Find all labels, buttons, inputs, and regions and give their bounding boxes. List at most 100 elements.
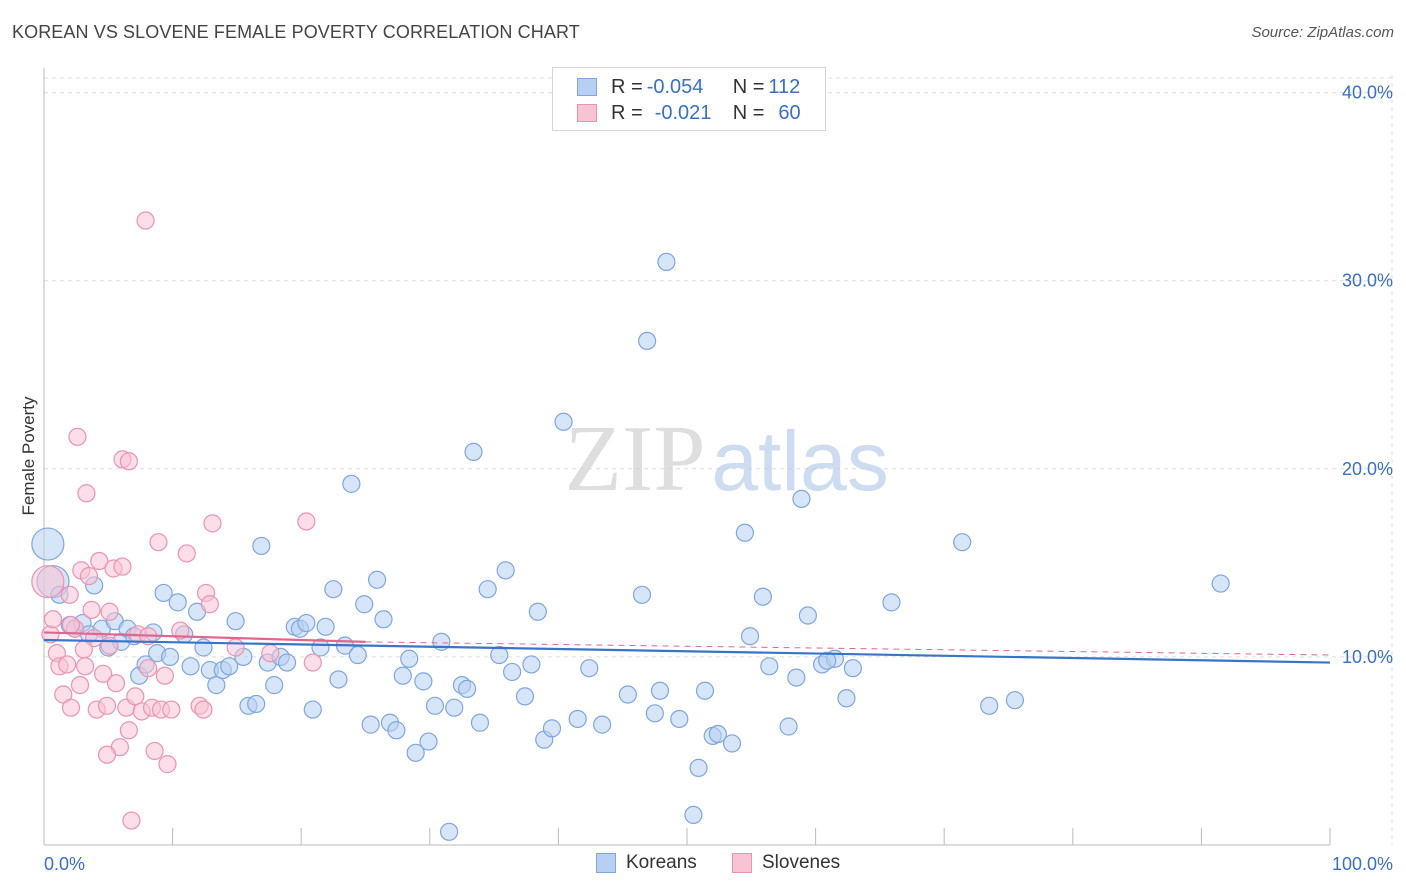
korean-point <box>226 612 245 631</box>
korean-point <box>464 442 483 461</box>
korean-point <box>220 657 239 676</box>
slovene-point <box>171 621 190 640</box>
korean-point <box>490 645 509 665</box>
korean-point <box>1211 574 1230 593</box>
slovene-point <box>200 595 219 614</box>
legend-swatch-koreans <box>577 78 597 96</box>
chart-title: KOREAN VS SLOVENE FEMALE POVERTY CORRELA… <box>12 22 580 42</box>
slovene-point <box>261 644 280 663</box>
korean-point <box>303 700 322 719</box>
slovene-point <box>177 544 196 563</box>
korean-point <box>638 331 657 351</box>
korean-point <box>792 489 811 509</box>
korean-point <box>522 655 541 674</box>
x-tick-label: 0.0% <box>44 854 85 874</box>
trend-lines <box>43 631 1331 664</box>
y-tick-label: 40.0% <box>1342 83 1393 103</box>
korean-point <box>645 704 664 723</box>
legend-row-koreans: R = -0.054 N = 112 <box>577 75 800 99</box>
korean-point <box>689 758 708 777</box>
legend-n-value: 112 <box>768 75 801 98</box>
slovene-point <box>43 610 63 629</box>
legend-r-label: R = <box>611 101 643 124</box>
korean-trend-line <box>43 638 1331 664</box>
korean-point <box>425 696 445 715</box>
y-axis-label: Female Poverty <box>19 396 38 516</box>
legend-r-label: R = <box>611 75 643 98</box>
slovene-point <box>61 698 81 717</box>
korean-point <box>207 676 226 695</box>
legend-n-label: N = <box>732 101 765 124</box>
korean-point <box>154 583 173 603</box>
slovene-point <box>97 696 117 715</box>
slovene-point <box>155 666 174 685</box>
korean-point <box>414 672 433 691</box>
slovene-point <box>100 602 119 621</box>
slovene-point <box>31 565 65 599</box>
korean-point <box>695 681 715 700</box>
slovene-point <box>61 615 81 635</box>
korean-point <box>843 659 862 678</box>
korean-point <box>953 533 972 552</box>
korean-point <box>760 657 779 676</box>
slovene-point <box>119 721 138 740</box>
slovene-point <box>94 664 113 683</box>
korean-point <box>684 805 703 825</box>
slovene-point <box>77 484 96 503</box>
korean-point <box>882 593 901 612</box>
slovene-point <box>139 659 158 678</box>
slovene-point <box>90 551 109 571</box>
korean-point <box>329 670 348 689</box>
korean-point <box>787 668 806 687</box>
slovene-point <box>97 745 117 764</box>
korean-point <box>779 717 798 736</box>
watermark: ZIP atlas <box>565 407 889 511</box>
slovene-point <box>194 700 213 719</box>
slovene-trend-line <box>43 631 366 643</box>
slovene-point <box>82 600 101 619</box>
korean-point <box>387 721 406 740</box>
legend-r-value: -0.021 <box>654 101 712 124</box>
korean-point <box>31 527 65 561</box>
korean-point <box>593 715 612 734</box>
legend-label-slovenes: Slovenes <box>762 852 841 873</box>
korean-point <box>265 676 284 695</box>
korean-point <box>406 743 425 762</box>
slovene-point <box>58 655 77 674</box>
grid-lines <box>44 75 1393 845</box>
korean-point <box>753 587 772 606</box>
korean-point <box>632 585 652 604</box>
slovene-point <box>149 533 168 552</box>
korean-point <box>1005 691 1025 710</box>
legend-swatch-slovenes <box>732 853 752 873</box>
korean-point <box>580 659 599 678</box>
korean-point <box>445 698 464 717</box>
correlation-legend: R = -0.054 N = 112 R = -0.021 N = 60 <box>552 67 826 131</box>
slovene-point <box>203 514 222 533</box>
slovene-point <box>100 636 119 655</box>
slovene-point <box>122 811 141 830</box>
slovene-point <box>303 653 322 672</box>
legend-n-label: N = <box>732 75 765 98</box>
korean-point <box>740 627 760 646</box>
watermark-zip: ZIP <box>565 407 706 511</box>
korean-point <box>324 580 343 599</box>
slovene-point <box>226 638 245 657</box>
slovene-point <box>74 640 93 659</box>
korean-point <box>374 610 393 629</box>
korean-point <box>247 694 266 714</box>
slovene-point <box>113 557 132 576</box>
korean-point <box>837 689 856 708</box>
korean-point <box>503 662 522 682</box>
slovene-trend-extension <box>365 641 1331 656</box>
korean-point <box>457 679 477 698</box>
data-points <box>31 211 1230 841</box>
slovene-point <box>126 687 145 706</box>
legend-item-slovenes: Slovenes <box>732 852 840 874</box>
slovene-point <box>68 427 87 446</box>
korean-point <box>168 593 187 612</box>
legend-swatch-koreans <box>596 853 616 873</box>
slovene-point <box>136 211 155 230</box>
korean-point <box>439 822 459 841</box>
korean-point <box>348 645 367 665</box>
